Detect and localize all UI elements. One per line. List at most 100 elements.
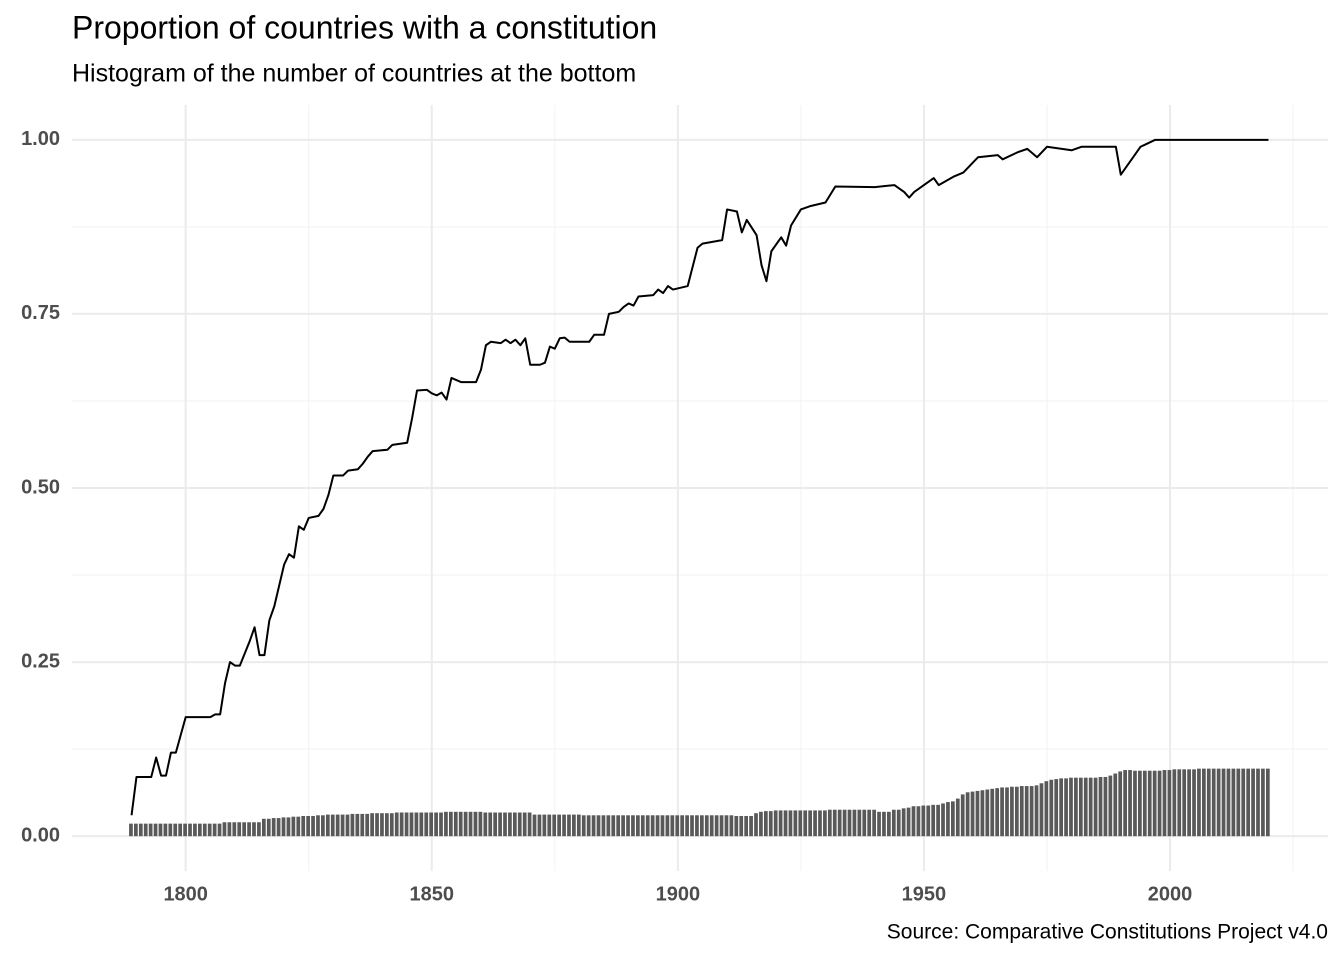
bar — [1083, 777, 1088, 837]
bar — [891, 809, 896, 837]
bar — [301, 815, 306, 837]
bar — [385, 813, 389, 837]
bar — [1226, 768, 1231, 837]
bar — [695, 815, 699, 837]
bar — [823, 810, 827, 837]
bar — [458, 811, 463, 837]
y-tick-label: 0.00 — [21, 824, 60, 846]
bar — [1261, 768, 1265, 837]
bar — [946, 802, 950, 837]
bar — [1177, 769, 1182, 837]
bar — [1093, 777, 1098, 837]
bar — [916, 806, 921, 837]
bar — [911, 806, 916, 837]
bar — [832, 809, 837, 837]
bar — [975, 790, 980, 837]
bar — [675, 815, 680, 837]
bar — [473, 811, 478, 837]
bar — [419, 812, 424, 837]
bar — [621, 815, 625, 837]
bar — [827, 809, 832, 837]
bar — [463, 811, 468, 837]
bar — [188, 823, 192, 837]
bar — [936, 804, 940, 837]
bar — [409, 812, 414, 837]
bar — [1206, 768, 1211, 837]
bar — [640, 815, 645, 837]
bar — [1256, 768, 1260, 837]
bar — [276, 818, 281, 837]
x-tick-label: 2000 — [1148, 883, 1193, 905]
bar — [414, 812, 419, 837]
bar — [759, 811, 763, 837]
bar — [586, 815, 591, 837]
bar — [537, 814, 542, 837]
bar — [355, 813, 360, 837]
bar — [1187, 769, 1191, 837]
x-tick-label: 1850 — [410, 883, 455, 905]
bar — [1044, 781, 1049, 837]
chart-title: Proportion of countries with a constitut… — [72, 9, 657, 45]
bar — [1014, 786, 1019, 837]
bar — [847, 809, 852, 837]
bar — [714, 815, 719, 837]
bar — [1162, 770, 1167, 837]
bar — [690, 815, 694, 837]
bar — [1192, 769, 1196, 837]
bar — [532, 814, 537, 837]
bar — [1246, 768, 1251, 837]
bar — [340, 814, 345, 837]
bar — [1078, 777, 1083, 837]
bar — [763, 811, 768, 837]
bar — [404, 812, 409, 837]
bar — [237, 822, 242, 837]
bar — [1054, 779, 1059, 837]
bar — [1202, 768, 1206, 837]
bar — [837, 809, 842, 837]
bar — [887, 811, 891, 837]
bar — [527, 812, 532, 837]
bar — [335, 814, 340, 837]
y-tick-label: 0.75 — [21, 302, 60, 324]
bar — [522, 812, 527, 837]
bar — [773, 810, 778, 837]
bar — [862, 809, 867, 837]
bar — [306, 815, 310, 837]
bar — [325, 814, 330, 837]
bar — [980, 790, 985, 837]
bar — [375, 813, 379, 837]
bar — [872, 809, 876, 837]
bar — [901, 808, 906, 837]
bar — [143, 823, 148, 837]
bar — [247, 822, 251, 837]
bar — [1133, 770, 1137, 837]
bar — [704, 815, 709, 837]
bar — [217, 823, 222, 837]
bar — [261, 818, 266, 837]
bar — [685, 815, 689, 837]
bar — [808, 810, 812, 837]
bar — [1265, 768, 1270, 837]
bar — [1147, 770, 1152, 837]
bar — [321, 815, 325, 837]
bar — [591, 815, 596, 837]
bar — [852, 809, 857, 837]
bar — [562, 814, 566, 837]
bar — [394, 812, 399, 837]
bar — [965, 792, 970, 837]
bar — [734, 815, 739, 837]
bar — [444, 811, 448, 837]
bar — [1251, 768, 1255, 837]
bar — [557, 814, 561, 837]
bar — [508, 812, 512, 837]
bar — [778, 810, 783, 837]
bar — [296, 816, 301, 837]
bar — [1113, 773, 1118, 837]
bar — [316, 815, 320, 837]
bar — [1098, 776, 1103, 837]
bar — [266, 818, 271, 837]
bar — [448, 811, 453, 837]
bar — [178, 823, 183, 837]
bar — [1010, 786, 1014, 837]
